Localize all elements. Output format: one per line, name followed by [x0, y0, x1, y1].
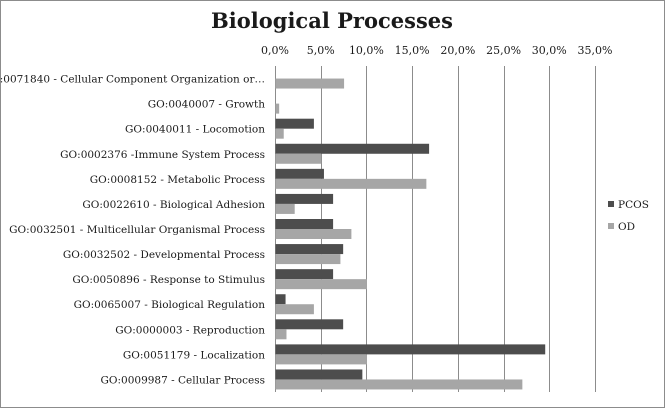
bar-od	[275, 128, 284, 139]
bars	[275, 78, 546, 390]
x-tick-label: 25,0%	[486, 44, 521, 57]
x-tick-label: 35,0%	[578, 44, 613, 57]
legend-label-pcos: PCOS	[618, 199, 649, 211]
category-label: GO:0050896 - Response to Stimulus	[72, 274, 265, 286]
bar-od	[275, 229, 352, 239]
category-label: GO:0022610 - Biological Adhesion	[82, 199, 265, 211]
bar-pcos	[275, 369, 363, 380]
category-label: GO:0040011 - Locomotion	[125, 124, 265, 136]
category-label: GO:0000003 - Reproduction	[115, 324, 265, 336]
category-label: GO:0032501 - Multicellular Organismal Pr…	[9, 224, 265, 236]
x-tick-label: 10,0%	[349, 44, 384, 57]
bar-od	[275, 304, 314, 315]
x-tick-labels: 0,0% 5,0% 10,0% 15,0% 20,0% 25,0% 30,0% 35,0%	[261, 44, 612, 57]
category-label: GO:0051179 - Localization	[123, 349, 265, 361]
bar-pcos	[275, 344, 546, 355]
legend-label-od: OD	[618, 221, 635, 233]
bar-pcos	[275, 244, 344, 255]
x-tick-label: 0,0%	[261, 44, 289, 57]
bar-pcos	[275, 168, 324, 179]
bar-od	[275, 153, 322, 164]
legend-swatch-pcos	[608, 201, 614, 207]
chart-title: Biological Processes	[211, 8, 453, 33]
bar-od	[275, 279, 367, 290]
bar-od	[275, 379, 523, 390]
bar-pcos	[275, 193, 334, 204]
bar-od	[275, 103, 280, 114]
legend: PCOS OD	[608, 199, 649, 233]
category-label: GO:0008152 - Metabolic Process	[90, 174, 265, 186]
bar-pcos	[275, 294, 286, 305]
category-label: GO:0065007 - Biological Regulation	[74, 299, 266, 311]
category-label: GO:0032502 - Developmental Process	[63, 249, 265, 261]
category-label: GO:0002376 -Immune System Process	[60, 149, 265, 161]
category-label: GO:0040007 - Growth	[148, 99, 265, 111]
bar-od	[275, 329, 287, 340]
x-tick-label: 30,0%	[532, 44, 567, 57]
bar-pcos	[275, 143, 430, 154]
bar-pcos	[275, 219, 334, 229]
category-labels: GO:0071840 - Cellular Component Organiza…	[0, 74, 265, 387]
bar-od	[275, 78, 345, 89]
legend-swatch-od	[608, 223, 614, 229]
x-tick-label: 15,0%	[395, 44, 430, 57]
category-label: GO:0009987 - Cellular Process	[101, 374, 266, 386]
bar-od	[275, 354, 367, 365]
bar-od	[275, 178, 427, 189]
bar-od	[275, 254, 341, 265]
bar-pcos	[275, 319, 344, 330]
x-tick-label: 20,0%	[440, 44, 475, 57]
x-tick-label: 5,0%	[307, 44, 335, 57]
bar-od	[275, 203, 295, 214]
category-label: GO:0071840 - Cellular Component Organiza…	[0, 74, 265, 86]
bar-pcos	[275, 118, 314, 129]
bar-pcos	[275, 269, 334, 280]
